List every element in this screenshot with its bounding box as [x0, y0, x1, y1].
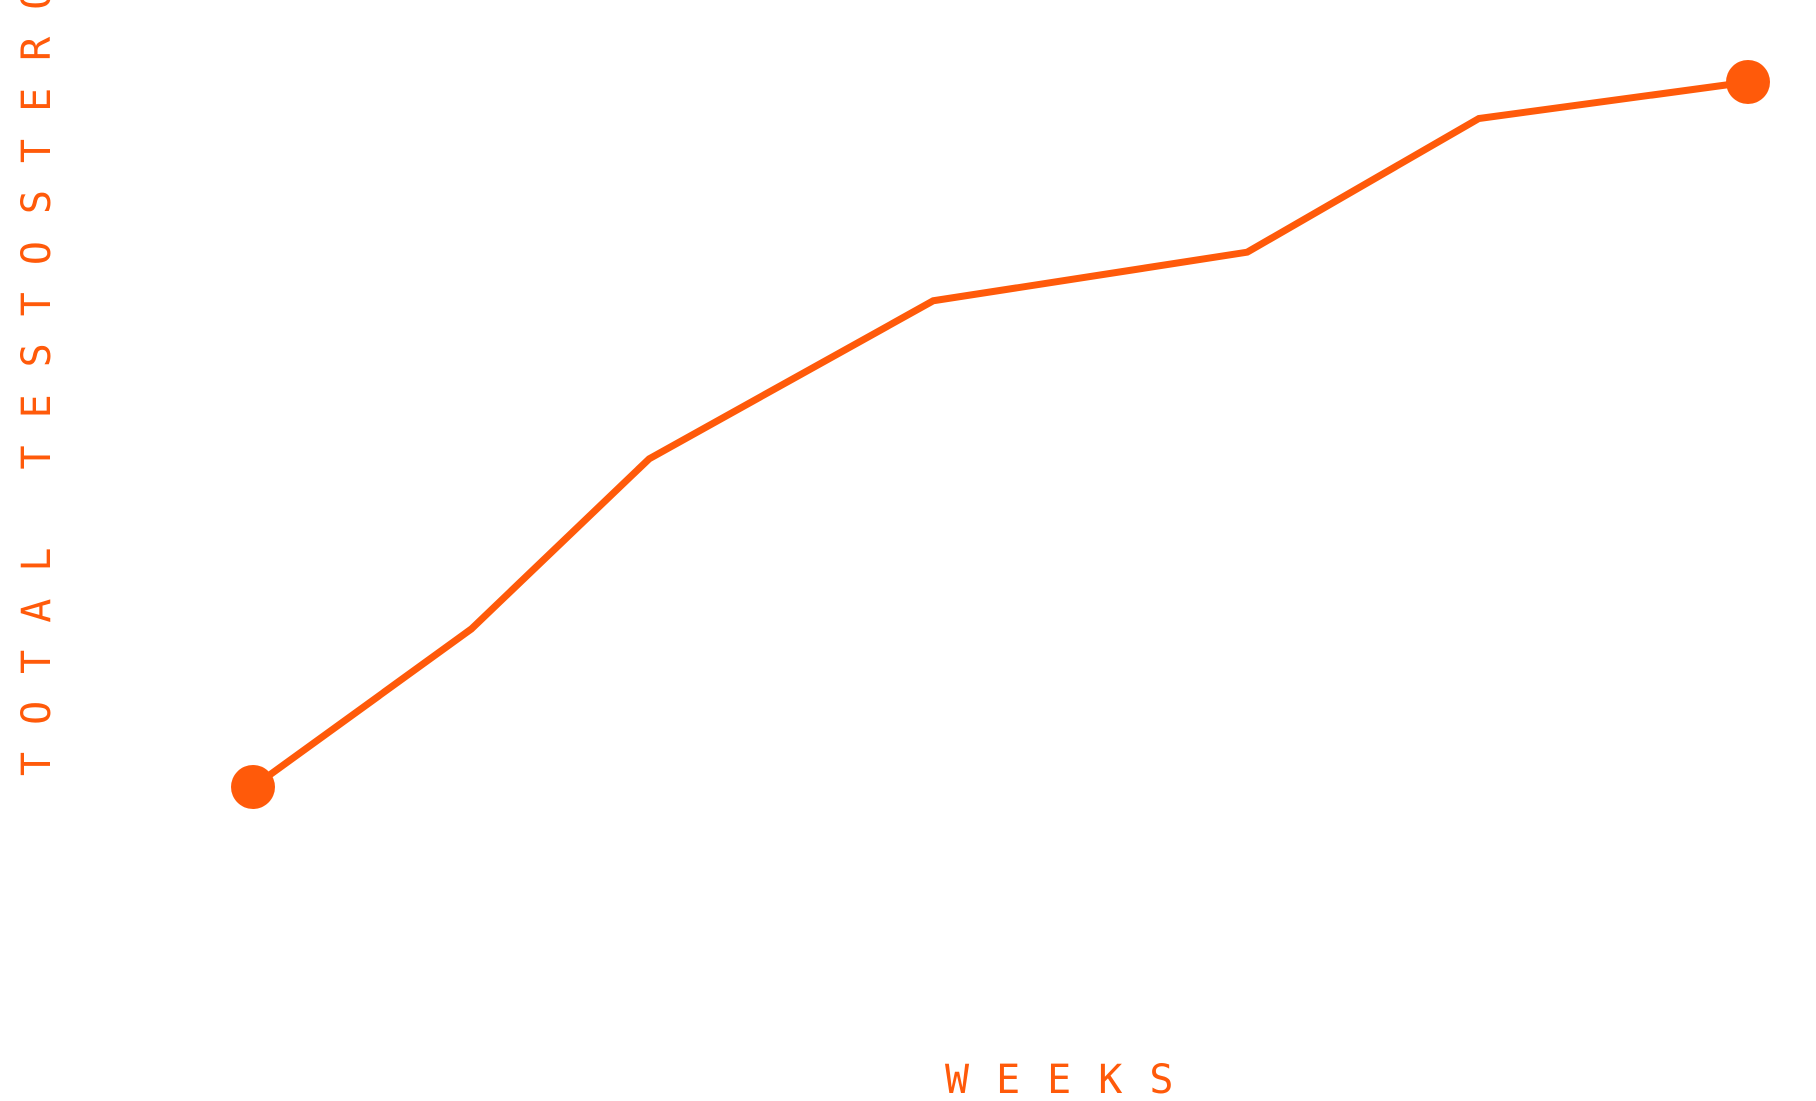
start-point-marker — [231, 765, 275, 809]
x-axis-label: WEEKS — [945, 1057, 1200, 1101]
series-line — [250, 78, 1749, 790]
y-axis-label: TOTAL TESTOSTERONE — [14, 0, 60, 776]
end-point-marker — [1726, 60, 1770, 104]
plot-area — [231, 60, 1770, 809]
